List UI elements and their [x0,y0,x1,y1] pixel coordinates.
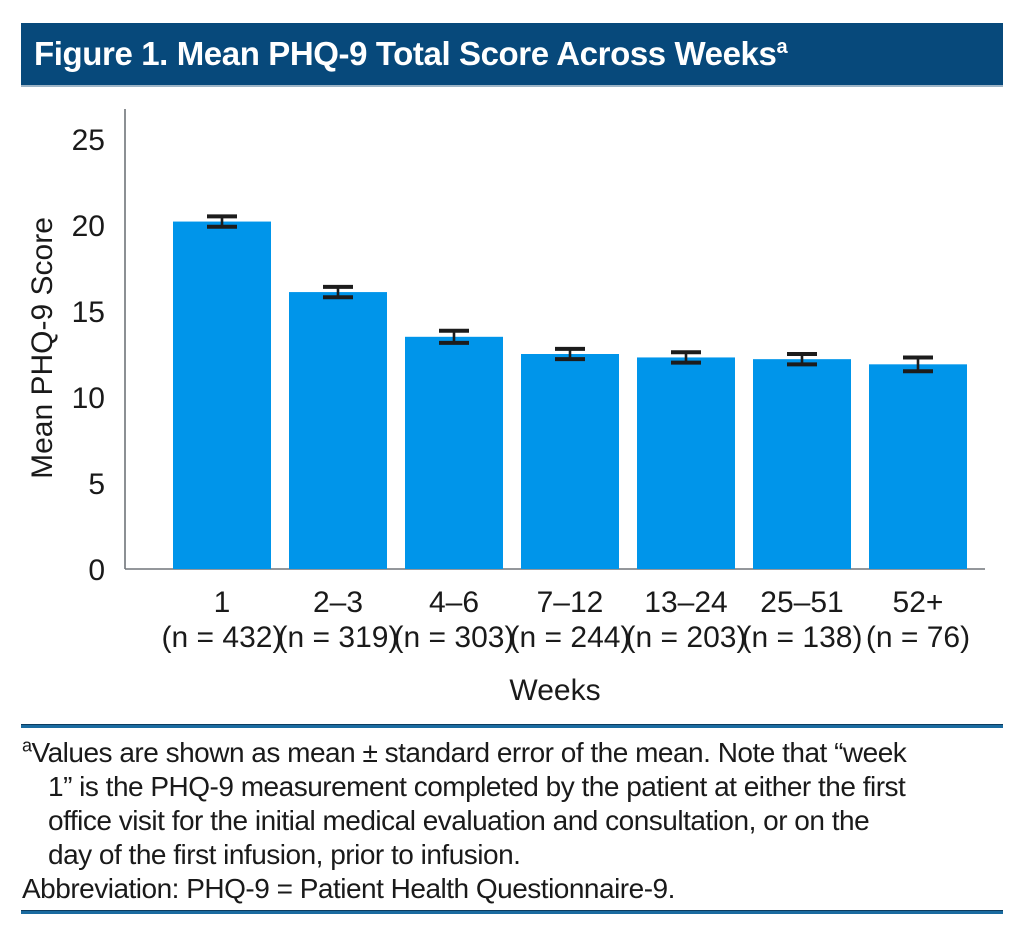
x-tick-n-label-4: (n = 244) [510,621,631,654]
footnote-line: 1” is the PHQ-9 measurement completed by… [48,771,906,802]
x-tick-label-6: 25–51 [760,586,843,619]
abbreviation-line: Abbreviation: PHQ-9 = Patient Health Que… [22,873,675,904]
bar-1 [173,221,271,569]
footnote-line-text: Values are shown as mean ± standard erro… [31,737,907,768]
bar-chart-area: 0 5 10 15 20 25 Mean PHQ-9 Score 1 (n = 432) 2–3(… [0,95,1024,717]
y-tick-label-0: 0 [88,554,105,587]
y-tick-label-25: 25 [72,124,105,157]
footnote: aValues are shown as mean ± standard err… [22,736,1012,906]
x-tick-label-7: 52+ [893,586,944,619]
x-tick-n-label-2: (n = 319) [278,621,399,654]
footnote-line: office visit for the initial medical eva… [48,805,870,836]
figure-title-superscript: a [776,36,788,58]
x-tick-label-2: 2–3 [313,586,363,619]
x-tick-n-label-7: (n = 76) [866,621,970,654]
bar-5 [637,357,735,569]
footnote-line: day of the first infusion, prior to infu… [48,839,521,870]
y-tick-label-10: 10 [72,382,105,415]
x-tick-n-label-3: (n = 303) [394,621,515,654]
x-axis-title: Weeks [509,674,600,707]
x-tick-label-3: 4–6 [429,586,479,619]
y-tick-label-5: 5 [88,468,105,501]
bar-7 [869,364,967,569]
x-tick-label-4: 7–12 [537,586,604,619]
x-tick-n-label-6: (n = 138) [742,621,863,654]
footnote-rule-bottom [21,910,1003,914]
footnote-line: aValues are shown as mean ± standard err… [22,736,1012,770]
footnote-marker: a [22,735,32,756]
y-axis-title: Mean PHQ-9 Score [26,217,59,479]
y-tick-label-15: 15 [72,296,105,329]
y-tick-label-20: 20 [72,210,105,243]
x-tick-n-label-5: (n = 203) [626,621,747,654]
figure-title-text: Figure 1. Mean PHQ-9 Total Score Across … [34,35,777,72]
x-tick-label-1: 1 [214,586,231,619]
bar-6 [753,359,851,569]
bar-2 [289,292,387,569]
x-tick-label-5: 13–24 [644,586,727,619]
figure-title: Figure 1. Mean PHQ-9 Total Score Across … [34,35,788,73]
figure-title-bar: Figure 1. Mean PHQ-9 Total Score Across … [21,23,1003,87]
x-tick-n-label-1: (n = 432) [162,621,283,654]
footnote-rule-top [21,724,1003,728]
bar-3 [405,336,503,569]
bar-4 [521,354,619,569]
